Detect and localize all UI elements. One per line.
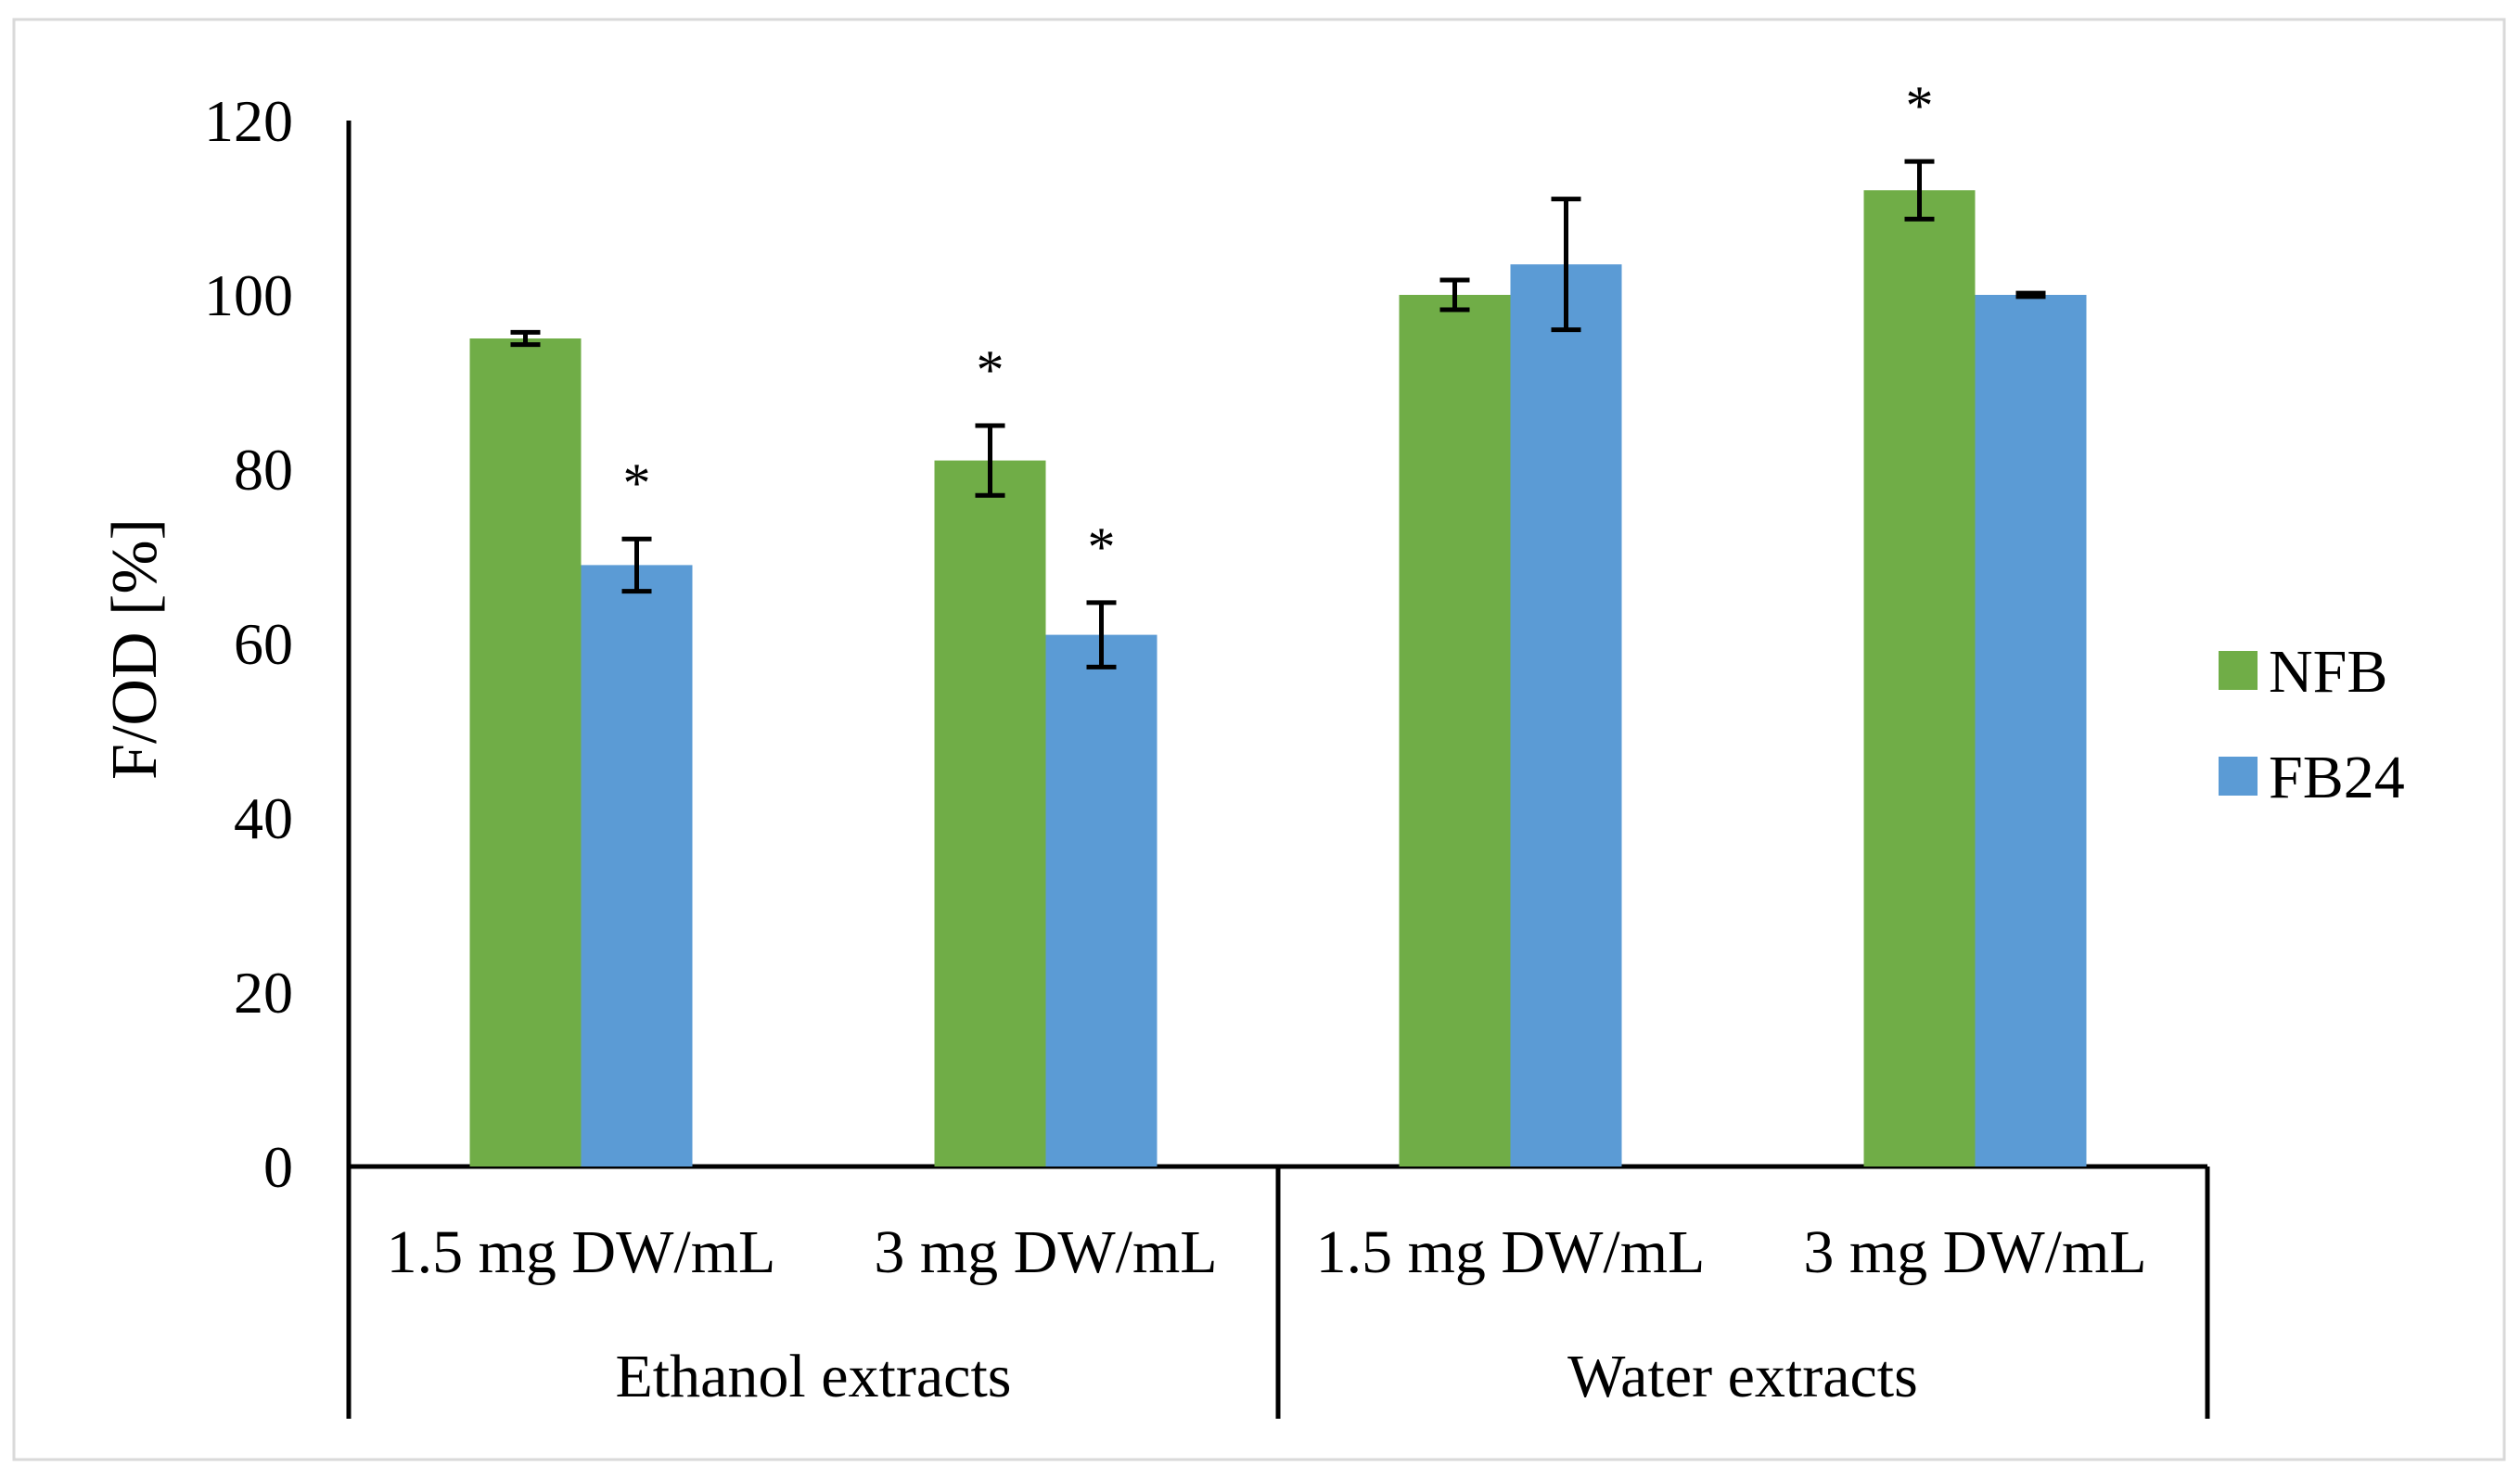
bar-fb24 (581, 565, 693, 1167)
bar-fb24 (1975, 295, 2087, 1167)
legend-label-fb24: FB24 (2269, 744, 2405, 811)
y-tick-label: 20 (234, 960, 293, 1026)
bar-fb24 (1510, 264, 1622, 1167)
y-tick-label: 120 (204, 88, 293, 154)
bar-fb24 (1045, 634, 1158, 1167)
legend-label-nfb: NFB (2269, 638, 2387, 706)
y-tick-label: 100 (204, 262, 293, 328)
bar-nfb (934, 460, 1046, 1167)
x-category-label: 1.5 mg DW/mL (1316, 1218, 1706, 1286)
legend: NFB FB24 (2219, 638, 2405, 811)
legend-swatch-fb24 (2219, 757, 2258, 796)
significance-marker: * (1088, 516, 1116, 578)
y-axis-title: F/OD [%] (99, 518, 171, 780)
legend-swatch-nfb (2219, 651, 2258, 690)
significance-marker: * (623, 453, 651, 514)
y-tick-label: 40 (234, 785, 293, 851)
x-category-label: 1.5 mg DW/mL (387, 1218, 776, 1286)
x-group-label: Ethanol extracts (615, 1343, 1011, 1410)
y-tick-label: 60 (234, 611, 293, 677)
significance-marker: * (977, 339, 1004, 401)
x-group-label: Water extracts (1567, 1343, 1918, 1410)
chart-border (12, 18, 2506, 1461)
bar-nfb (1863, 190, 1976, 1167)
x-category-label: 3 mg DW/mL (874, 1218, 1217, 1286)
bars (469, 159, 2087, 1167)
y-tick-label: 80 (234, 437, 293, 503)
significance-marker: * (1906, 75, 1934, 136)
x-category-label: 3 mg DW/mL (1803, 1218, 2146, 1286)
labels: * 1.5 mg DW/mL * * 3 mg DW/mL 1.5 mg DW/mL * 3 … (387, 75, 2147, 1410)
y-tick-label: 0 (263, 1134, 293, 1200)
bar-nfb (1399, 295, 1511, 1167)
bar-nfb (469, 338, 582, 1167)
